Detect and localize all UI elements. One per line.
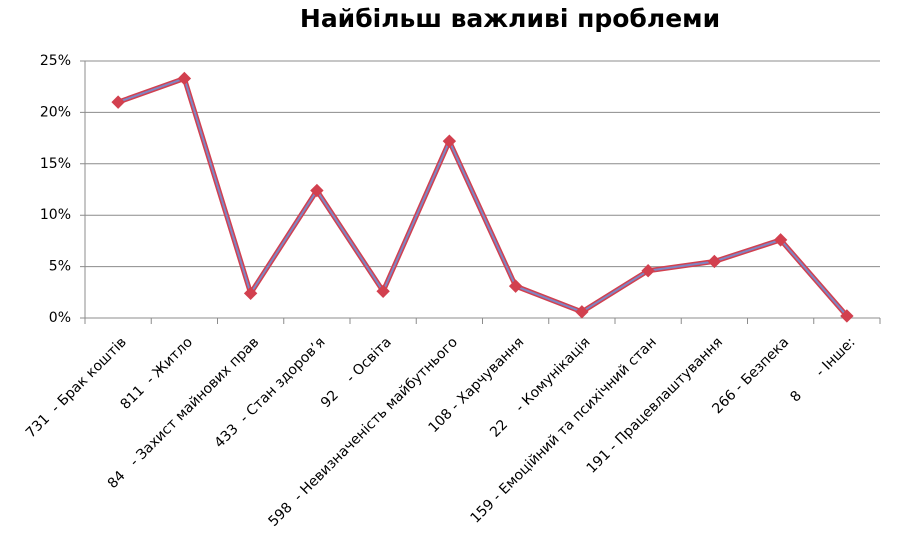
marker	[773, 233, 788, 247]
y-tick-label: 5%	[49, 259, 71, 275]
y-tick-label: 25%	[40, 53, 71, 69]
x-tick-label: 433 - Стан здоров’я	[211, 334, 328, 451]
y-tick-label: 0%	[49, 310, 71, 326]
x-tick-label: 8 - Інше:	[787, 334, 858, 405]
y-tick-label: 15%	[40, 156, 71, 172]
marker	[177, 71, 192, 86]
y-tick-label: 10%	[40, 207, 71, 223]
marker	[111, 95, 125, 109]
chart-title: Найбільш важливі проблеми	[300, 4, 720, 33]
x-tick-label: 731 - Брак коштів	[23, 334, 130, 441]
marker	[243, 286, 258, 301]
marker	[840, 309, 854, 323]
marker	[442, 134, 457, 148]
marker	[508, 279, 523, 293]
marker	[575, 305, 589, 319]
marker	[376, 284, 390, 298]
x-tick-label: 191 - Працевлаштування	[584, 334, 726, 476]
marker	[707, 254, 722, 269]
y-tick-label: 20%	[40, 104, 71, 120]
marker	[310, 183, 324, 198]
series-line	[117, 75, 849, 318]
marker	[641, 264, 655, 278]
series-line-core	[117, 77, 848, 317]
